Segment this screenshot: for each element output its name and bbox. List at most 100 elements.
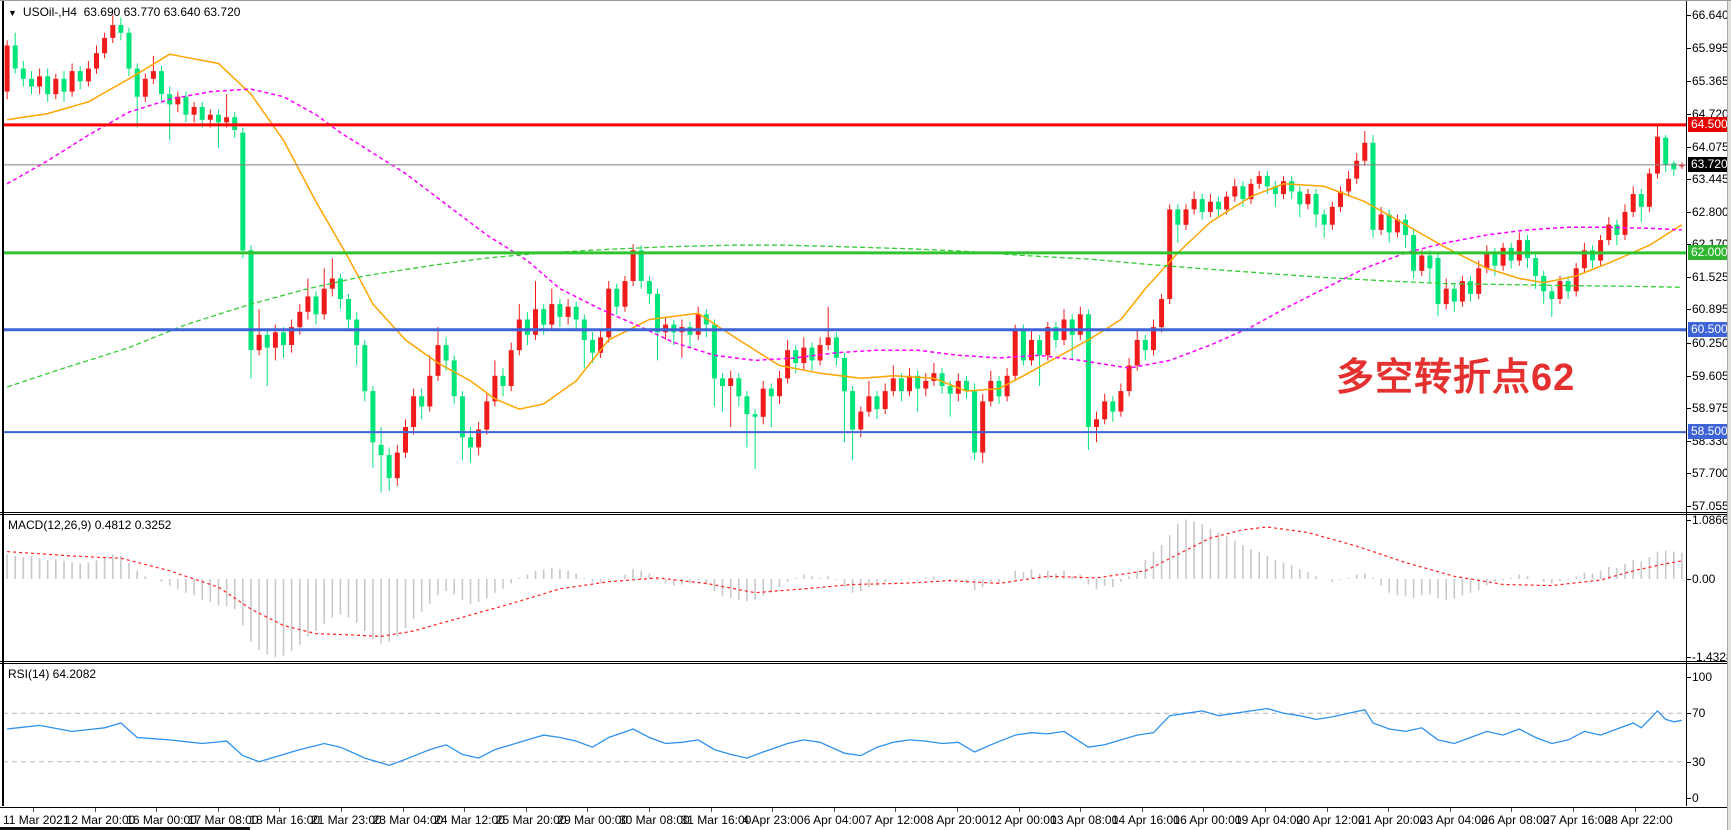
rsi-axis-label: 30	[1692, 754, 1706, 769]
macd-panel: MACD(12,26,9) 0.4812 0.3252	[0, 515, 1731, 661]
bull-candle	[297, 311, 303, 328]
bear-candle	[972, 391, 978, 453]
bull-candle	[69, 71, 75, 92]
price-axis-label: 59.605	[1692, 368, 1729, 383]
bull-candle	[94, 53, 99, 69]
time-axis-tick	[217, 808, 219, 812]
window-right-strip	[1727, 1, 1731, 830]
macd-plot[interactable]	[3, 515, 1686, 661]
time-axis-label: 13 Apr 08:00	[1050, 813, 1119, 827]
time-axis-tick	[1634, 808, 1636, 812]
bull-candle	[403, 427, 408, 453]
rsi-axis-tick	[1686, 798, 1691, 799]
ma-magenta	[6, 88, 1682, 369]
time-axis-tick	[587, 808, 589, 812]
time-axis-label: 8 Apr 20:00	[927, 813, 989, 827]
price-level-badge: 62.000	[1688, 244, 1731, 260]
bull-candle	[825, 337, 831, 346]
symbol-ohlc-label: USOil-,H4 63.690 63.770 63.640 63.720	[22, 5, 241, 19]
bull-candle	[102, 37, 108, 54]
time-axis-label: 14 Apr 16:00	[1111, 813, 1180, 827]
bear-candle	[655, 293, 660, 333]
candlestick-plot[interactable]	[3, 1, 1686, 512]
time-axis-label: 12 Apr 00:00	[988, 813, 1057, 827]
bull-candle	[289, 327, 295, 345]
price-axis-tick	[1686, 48, 1691, 50]
bear-candle	[1085, 314, 1091, 427]
bear-candle	[1053, 327, 1059, 340]
bull-candle	[1443, 288, 1449, 305]
bear-candle	[1037, 339, 1043, 356]
time-axis-label: 21 Apr 20:00	[1358, 813, 1427, 827]
time-axis-label: 31 Mar 16:00	[680, 813, 752, 827]
bear-candle	[898, 378, 904, 392]
price-axis-label: 57.700	[1692, 466, 1729, 481]
bull-candle	[1354, 160, 1360, 179]
bull-candle	[435, 345, 441, 376]
bull-candle	[1500, 247, 1506, 266]
bear-candle	[468, 437, 473, 448]
bull-candle	[1606, 224, 1612, 241]
bull-candle	[1191, 199, 1197, 210]
bear-candle	[1020, 329, 1026, 361]
bear-candle	[443, 345, 449, 361]
macd-axis-tick	[1686, 657, 1691, 659]
bear-candle	[1671, 163, 1677, 170]
time-axis-tick	[1449, 808, 1451, 812]
chart-dropdown-icon[interactable]: ▼	[8, 8, 17, 18]
macd-label: MACD(12,26,9) 0.4812 0.3252	[8, 518, 172, 532]
bull-candle	[988, 380, 994, 402]
price-level-badge: 58.500	[1688, 424, 1731, 440]
time-axis-tick	[279, 808, 281, 812]
bear-candle	[842, 357, 847, 392]
panel-separator[interactable]	[0, 512, 1731, 513]
rsi-axis-label: 100	[1692, 670, 1713, 684]
panel-separator[interactable]	[0, 661, 1731, 662]
time-axis[interactable]: 11 Mar 2021 12 Mar 20:00 16 Mar 00:00 17 Ma…	[0, 807, 1731, 830]
bull-candle	[207, 114, 213, 120]
price-axis-label: 58.975	[1692, 400, 1729, 415]
bear-candle	[386, 455, 392, 479]
h-scrollbar-thumb[interactable]	[0, 827, 250, 830]
bear-candle	[1199, 199, 1205, 212]
time-axis-tick	[464, 808, 466, 812]
macd-axis-tick	[1686, 519, 1691, 521]
bear-candle	[874, 396, 880, 410]
bull-candle	[256, 334, 262, 351]
bear-candle	[45, 76, 51, 95]
bear-candle	[183, 96, 189, 115]
bull-candle	[224, 117, 230, 123]
time-axis-tick	[525, 808, 527, 812]
current-price-badge: 63.720	[1688, 156, 1731, 172]
rsi-panel: RSI(14) 64.2082	[0, 664, 1731, 806]
bear-candle	[118, 25, 124, 33]
bull-candle	[85, 68, 91, 82]
rsi-plot[interactable]	[3, 664, 1686, 806]
price-axis-label: 65.995	[1692, 41, 1729, 56]
time-axis-label: 19 Apr 04:00	[1235, 813, 1304, 827]
bear-candle	[1541, 275, 1547, 292]
bear-candle	[1110, 401, 1116, 412]
bull-candle	[1378, 214, 1384, 230]
panel-separator[interactable]	[0, 514, 1731, 515]
panel-separator[interactable]	[0, 663, 1731, 664]
bear-candle	[1451, 288, 1457, 302]
bull-candle	[272, 332, 278, 348]
bear-candle	[524, 319, 530, 335]
bear-candle	[809, 347, 815, 361]
bear-candle	[500, 375, 506, 386]
bear-candle	[1272, 186, 1278, 194]
bull-candle	[1256, 176, 1262, 184]
bull-candle	[175, 96, 181, 105]
bear-candle	[1427, 255, 1433, 269]
bear-candle	[12, 45, 18, 69]
bull-candle	[801, 347, 807, 363]
bear-candle	[134, 68, 140, 97]
bear-candle	[850, 391, 856, 430]
bear-candle	[1313, 194, 1319, 215]
bull-candle	[1581, 250, 1587, 269]
time-axis-label: 25 Mar 20:00	[495, 813, 567, 827]
bull-candle	[1679, 164, 1685, 167]
bull-candle	[476, 429, 482, 448]
